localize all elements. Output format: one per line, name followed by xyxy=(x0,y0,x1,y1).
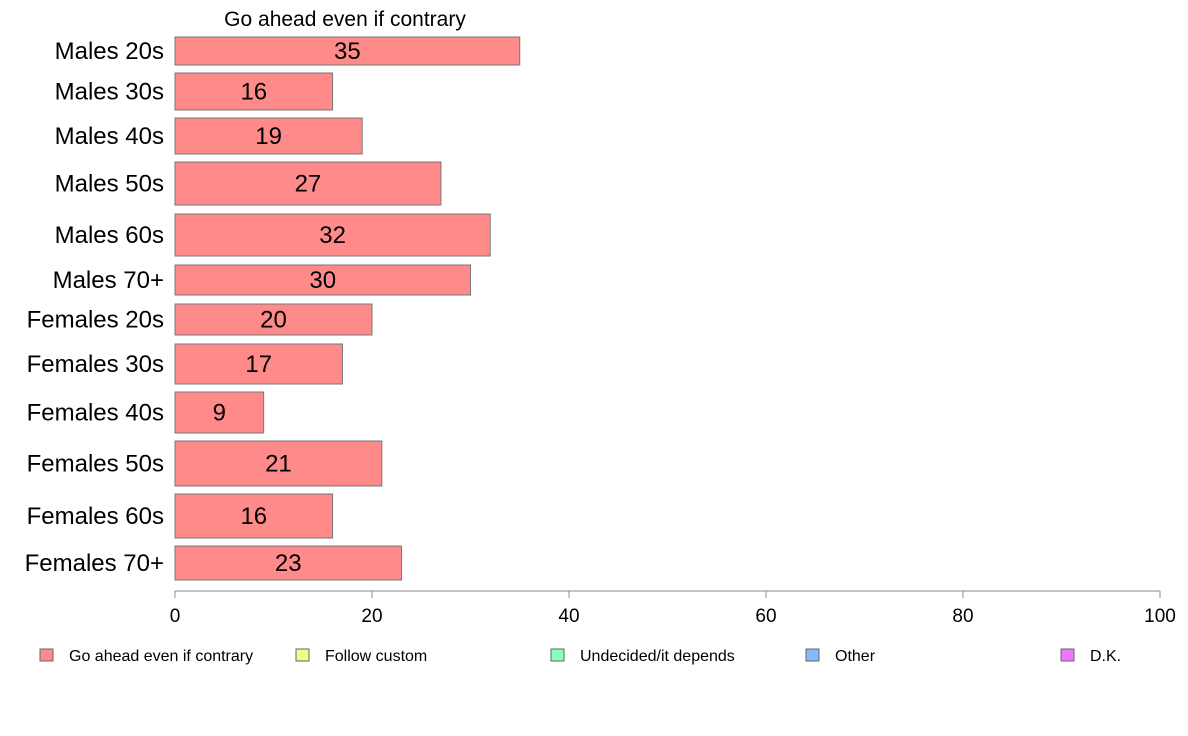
category-label: Males 70+ xyxy=(53,267,164,294)
legend-swatch xyxy=(550,648,565,662)
legend-label: Follow custom xyxy=(325,648,427,665)
data-label: 19 xyxy=(255,123,282,150)
bar xyxy=(174,545,403,581)
category-label: Females 50s xyxy=(27,451,164,478)
data-label: 9 xyxy=(213,400,226,427)
category-label: Males 50s xyxy=(55,171,164,198)
data-label: 32 xyxy=(319,222,346,249)
legend-label: D.K. xyxy=(1090,648,1121,665)
data-label: 27 xyxy=(295,171,322,198)
data-label: 17 xyxy=(245,351,272,378)
bar xyxy=(174,161,442,206)
legend-swatch xyxy=(295,648,310,662)
bar xyxy=(174,493,334,539)
data-label: 21 xyxy=(265,451,292,478)
bar xyxy=(174,303,373,336)
bar xyxy=(174,343,343,385)
x-tick-label: 60 xyxy=(755,606,776,627)
category-label: Females 60s xyxy=(27,503,164,530)
category-label: Females 70+ xyxy=(25,550,164,577)
legend-swatch xyxy=(1060,648,1075,662)
x-tick-label: 80 xyxy=(952,606,973,627)
bars-group: Males 20s 35 Males 30s 16 Males 40s 19 Males 5… xyxy=(25,36,521,581)
legend-label: Other xyxy=(835,648,876,665)
data-label: 16 xyxy=(240,503,267,530)
bar xyxy=(174,72,334,111)
category-label: Females 40s xyxy=(27,400,164,427)
x-tick-label: 20 xyxy=(361,606,382,627)
bar xyxy=(174,264,471,296)
category-label: Females 30s xyxy=(27,351,164,378)
category-label: Males 20s xyxy=(55,38,164,65)
category-label: Males 30s xyxy=(55,79,164,106)
bar xyxy=(174,36,521,66)
chart-title: Go ahead even if contrary xyxy=(224,8,466,31)
legend-label: Go ahead even if contrary xyxy=(69,648,253,665)
category-label: Males 60s xyxy=(55,222,164,249)
bar xyxy=(174,117,363,155)
category-label: Males 40s xyxy=(55,123,164,150)
legend-swatch xyxy=(39,648,54,662)
data-label: 23 xyxy=(275,550,302,577)
legend-label: Undecided/it depends xyxy=(580,648,735,665)
bar xyxy=(174,391,265,434)
legend-swatch xyxy=(805,648,820,662)
legend: Go ahead even if contrary Follow custom Un… xyxy=(39,648,1121,665)
bar xyxy=(174,440,383,487)
category-label: Females 20s xyxy=(27,307,164,334)
data-label: 35 xyxy=(334,38,361,65)
data-label: 30 xyxy=(309,267,336,294)
bar xyxy=(174,213,491,257)
data-label: 16 xyxy=(240,79,267,106)
x-tick-label: 40 xyxy=(558,606,579,627)
x-tick-label: 100 xyxy=(1144,606,1176,627)
data-label: 20 xyxy=(260,307,287,334)
x-axis: 0 20 40 60 80 100 xyxy=(170,590,1176,627)
x-tick-label: 0 xyxy=(170,606,181,627)
